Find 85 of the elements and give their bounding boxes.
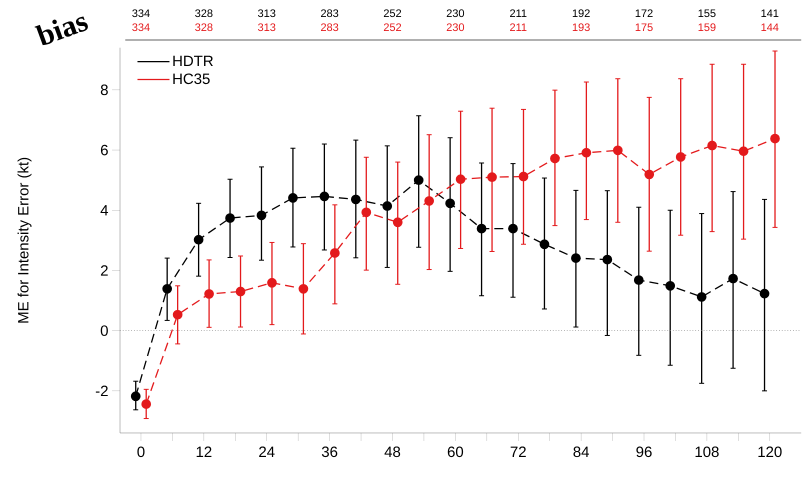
y-tick-label: 8	[100, 84, 108, 96]
text: 283	[321, 9, 338, 18]
point	[445, 198, 455, 208]
point	[476, 224, 486, 234]
text: 211	[510, 9, 526, 17]
point	[540, 239, 550, 250]
text: 252	[384, 23, 402, 32]
point	[665, 280, 676, 291]
point	[582, 148, 592, 158]
point	[634, 275, 644, 285]
text: 252	[384, 9, 402, 18]
point	[361, 208, 372, 218]
text: 193	[572, 23, 590, 32]
text: 144	[761, 23, 779, 31]
x-tick-label: 12	[196, 446, 212, 457]
point	[770, 134, 780, 144]
point	[612, 146, 623, 156]
point	[707, 140, 717, 150]
text: 230	[446, 23, 464, 32]
point	[162, 284, 172, 294]
point	[288, 193, 298, 203]
text: 328	[195, 23, 212, 32]
x-tick-label: 60	[448, 446, 464, 458]
y-tick-label: -2	[96, 386, 108, 396]
text: 334	[132, 9, 150, 18]
text: 159	[698, 23, 716, 32]
point	[571, 253, 581, 263]
x-tick-label: 108	[696, 446, 719, 458]
x-tick-label: 120	[758, 446, 782, 458]
point	[204, 289, 214, 299]
x-tick-label: 96	[636, 446, 652, 458]
y-tick-label: 2	[100, 265, 108, 276]
point	[392, 217, 403, 228]
point	[696, 292, 706, 302]
point	[256, 210, 266, 220]
text: 175	[636, 23, 653, 32]
point	[728, 274, 738, 284]
text: 313	[258, 23, 276, 32]
x-tick-label: 72	[510, 446, 526, 457]
point	[236, 286, 246, 296]
text: 172	[636, 9, 653, 17]
point	[330, 248, 340, 258]
point	[194, 234, 204, 245]
point	[602, 254, 612, 264]
y-tick-label: 4	[100, 205, 108, 216]
point	[424, 196, 434, 206]
point	[172, 310, 182, 320]
x-tick-label: 48	[384, 446, 400, 458]
y-axis-title: ME for Intensity Error (kt)	[18, 158, 32, 323]
y-tick-label: 0	[100, 325, 108, 336]
point	[508, 224, 518, 234]
legend-label: HC35	[173, 74, 210, 84]
text: 334	[132, 23, 150, 32]
point	[130, 391, 141, 402]
text: 313	[258, 9, 276, 18]
point	[267, 278, 277, 288]
text: 283	[321, 23, 338, 32]
point	[298, 284, 308, 294]
point	[382, 201, 392, 211]
text: 230	[446, 9, 464, 18]
point	[487, 172, 497, 182]
point	[414, 175, 424, 185]
point	[676, 152, 686, 162]
text: 141	[761, 9, 778, 17]
point	[518, 172, 528, 182]
point	[225, 213, 235, 223]
text: 211	[510, 23, 526, 31]
x-tick-label: 0	[137, 446, 145, 458]
text: 155	[698, 9, 716, 18]
point	[738, 146, 748, 156]
x-tick-label: 36	[322, 446, 338, 458]
legend-label: HDTR	[173, 56, 213, 66]
point	[456, 174, 466, 184]
point	[320, 192, 330, 202]
point	[760, 288, 770, 298]
point	[141, 399, 152, 409]
point	[550, 154, 560, 164]
x-tick-label: 24	[259, 446, 275, 457]
text: 328	[195, 9, 212, 18]
x-tick-label: 84	[573, 446, 589, 458]
y-tick-label: 6	[100, 144, 108, 156]
text: 192	[572, 9, 590, 18]
chart-title: bias	[34, 16, 88, 46]
point	[644, 170, 654, 180]
point	[350, 194, 361, 204]
